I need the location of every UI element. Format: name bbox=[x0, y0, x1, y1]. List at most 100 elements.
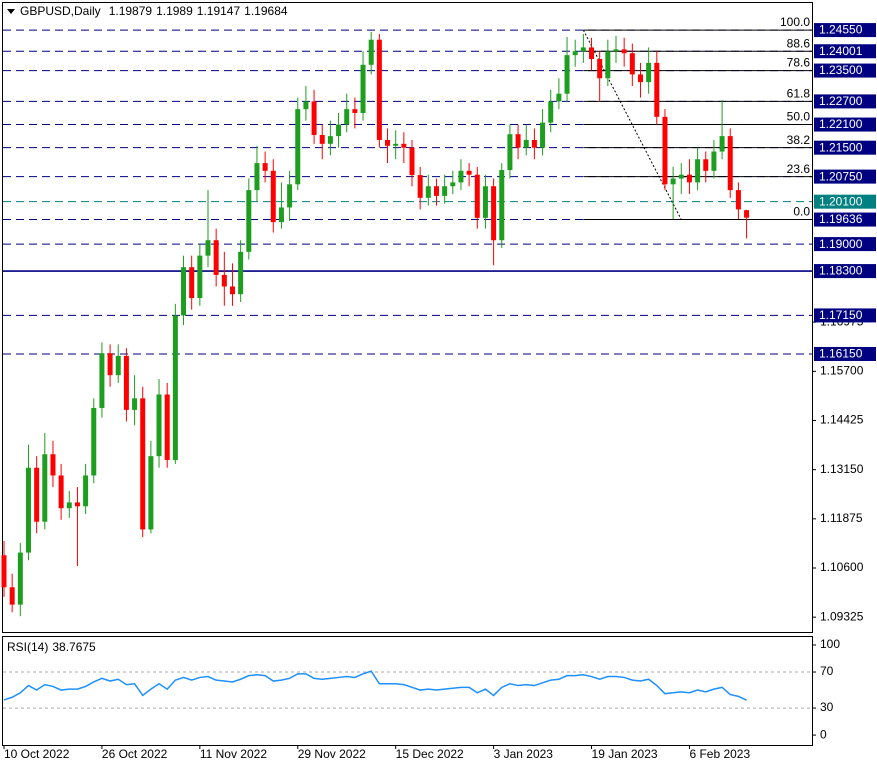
level-label-box bbox=[814, 194, 876, 209]
candle-body bbox=[474, 174, 480, 218]
candle-body bbox=[401, 143, 407, 148]
candle-body bbox=[376, 39, 382, 140]
candle-body bbox=[580, 47, 586, 52]
candle-body bbox=[74, 502, 80, 507]
candle-body bbox=[621, 49, 627, 54]
level-label: 1.17150 bbox=[819, 308, 863, 322]
y-tick-label: 100 bbox=[820, 637, 840, 651]
candle-body bbox=[189, 267, 195, 299]
candle-body bbox=[523, 139, 529, 148]
level-label: 1.23500 bbox=[819, 63, 863, 77]
candle-body bbox=[336, 124, 342, 137]
candle-body bbox=[181, 267, 187, 316]
candle-body bbox=[148, 456, 154, 530]
candle-body bbox=[425, 186, 431, 198]
plot: 1.09325 1.10600 1.11875 1.13150 1.14425 1.157… bbox=[1, 15, 876, 761]
y-tick-label: 0 bbox=[820, 727, 827, 741]
candle-body bbox=[368, 39, 374, 65]
candle-body bbox=[515, 134, 521, 148]
candle-body bbox=[719, 136, 725, 152]
candle-body bbox=[83, 475, 89, 507]
candle-body bbox=[499, 170, 505, 241]
level-label-box bbox=[814, 63, 876, 78]
level-label-box bbox=[814, 44, 876, 59]
last-low: 1.19147 bbox=[197, 4, 241, 18]
candle-body bbox=[703, 159, 709, 171]
level-label: 1.22700 bbox=[819, 94, 863, 108]
y-tick-label: 1.10600 bbox=[820, 560, 864, 574]
candle-body bbox=[295, 109, 301, 185]
candle-body bbox=[115, 355, 121, 376]
candle-body bbox=[629, 53, 635, 75]
fib-label: 0.0 bbox=[793, 205, 810, 219]
candle-body bbox=[197, 255, 203, 299]
candle-body bbox=[311, 101, 317, 135]
level-label-box bbox=[814, 169, 876, 184]
candle-body bbox=[1, 555, 7, 588]
last-open: 1.19879 bbox=[109, 4, 153, 18]
candle-body bbox=[262, 163, 268, 171]
candle-body bbox=[540, 122, 546, 148]
candle-body bbox=[42, 454, 48, 522]
candle-body bbox=[303, 101, 309, 110]
level-label: 1.20750 bbox=[819, 169, 863, 183]
x-tick-label: 19 Jan 2023 bbox=[592, 747, 658, 761]
candle-body bbox=[695, 159, 701, 183]
candle-body bbox=[132, 398, 138, 410]
candle-body bbox=[450, 182, 456, 187]
candle-body bbox=[9, 587, 15, 605]
y-tick-label: 1.09325 bbox=[820, 609, 864, 623]
level-label: 1.24001 bbox=[819, 44, 863, 58]
candle-body bbox=[254, 163, 260, 191]
last-high: 1.1989 bbox=[156, 4, 193, 18]
candle-body bbox=[25, 467, 31, 553]
candle-body bbox=[597, 58, 603, 79]
y-tick-label: 1.13150 bbox=[820, 462, 864, 476]
candle-body bbox=[744, 210, 750, 218]
candle-body bbox=[548, 101, 554, 123]
candle-body bbox=[466, 170, 472, 175]
candle-body bbox=[156, 394, 162, 457]
rsi-line bbox=[3, 670, 747, 701]
candle-body bbox=[735, 190, 741, 210]
x-tick-label: 29 Nov 2022 bbox=[298, 747, 366, 761]
level-label: 1.16150 bbox=[819, 347, 863, 361]
rsi-name: RSI(14) bbox=[7, 640, 48, 654]
candle-body bbox=[670, 178, 676, 185]
y-tick-label: 70 bbox=[820, 664, 834, 678]
candle-body bbox=[531, 139, 537, 148]
level-label-box bbox=[814, 117, 876, 132]
candle-body bbox=[238, 251, 244, 295]
candle-body bbox=[221, 274, 227, 287]
candle-body bbox=[140, 398, 146, 530]
rsi-header: RSI(14) 38.7675 bbox=[7, 640, 96, 654]
candle-body bbox=[491, 186, 497, 241]
candle-body bbox=[637, 74, 643, 83]
candle-body bbox=[360, 64, 366, 113]
candle-body bbox=[662, 116, 668, 185]
candle-body bbox=[417, 175, 423, 198]
candle-body bbox=[17, 552, 23, 605]
candle-body bbox=[352, 109, 358, 113]
x-tick-label: 3 Jan 2023 bbox=[494, 747, 554, 761]
candle-body bbox=[58, 475, 64, 509]
chart-header: GBPUSD,Daily 1.19879 1.1989 1.19147 1.19684 bbox=[20, 4, 288, 18]
candle-body bbox=[34, 467, 40, 522]
fib-label: 50.0 bbox=[787, 110, 811, 124]
candle-body bbox=[442, 186, 448, 196]
x-tick-label: 26 Oct 2022 bbox=[102, 747, 168, 761]
rsi-last: 38.7675 bbox=[52, 640, 96, 654]
level-label: 1.22100 bbox=[819, 117, 863, 131]
level-label-box bbox=[814, 237, 876, 252]
candle-body bbox=[678, 174, 684, 179]
candle-body bbox=[727, 136, 733, 191]
candle-body bbox=[564, 55, 570, 94]
candle-body bbox=[66, 502, 72, 509]
candle-body bbox=[409, 147, 415, 176]
rsi-panel bbox=[2, 636, 813, 746]
candle-body bbox=[319, 134, 325, 144]
candle-body bbox=[123, 355, 129, 410]
fib-label: 61.8 bbox=[787, 87, 811, 101]
